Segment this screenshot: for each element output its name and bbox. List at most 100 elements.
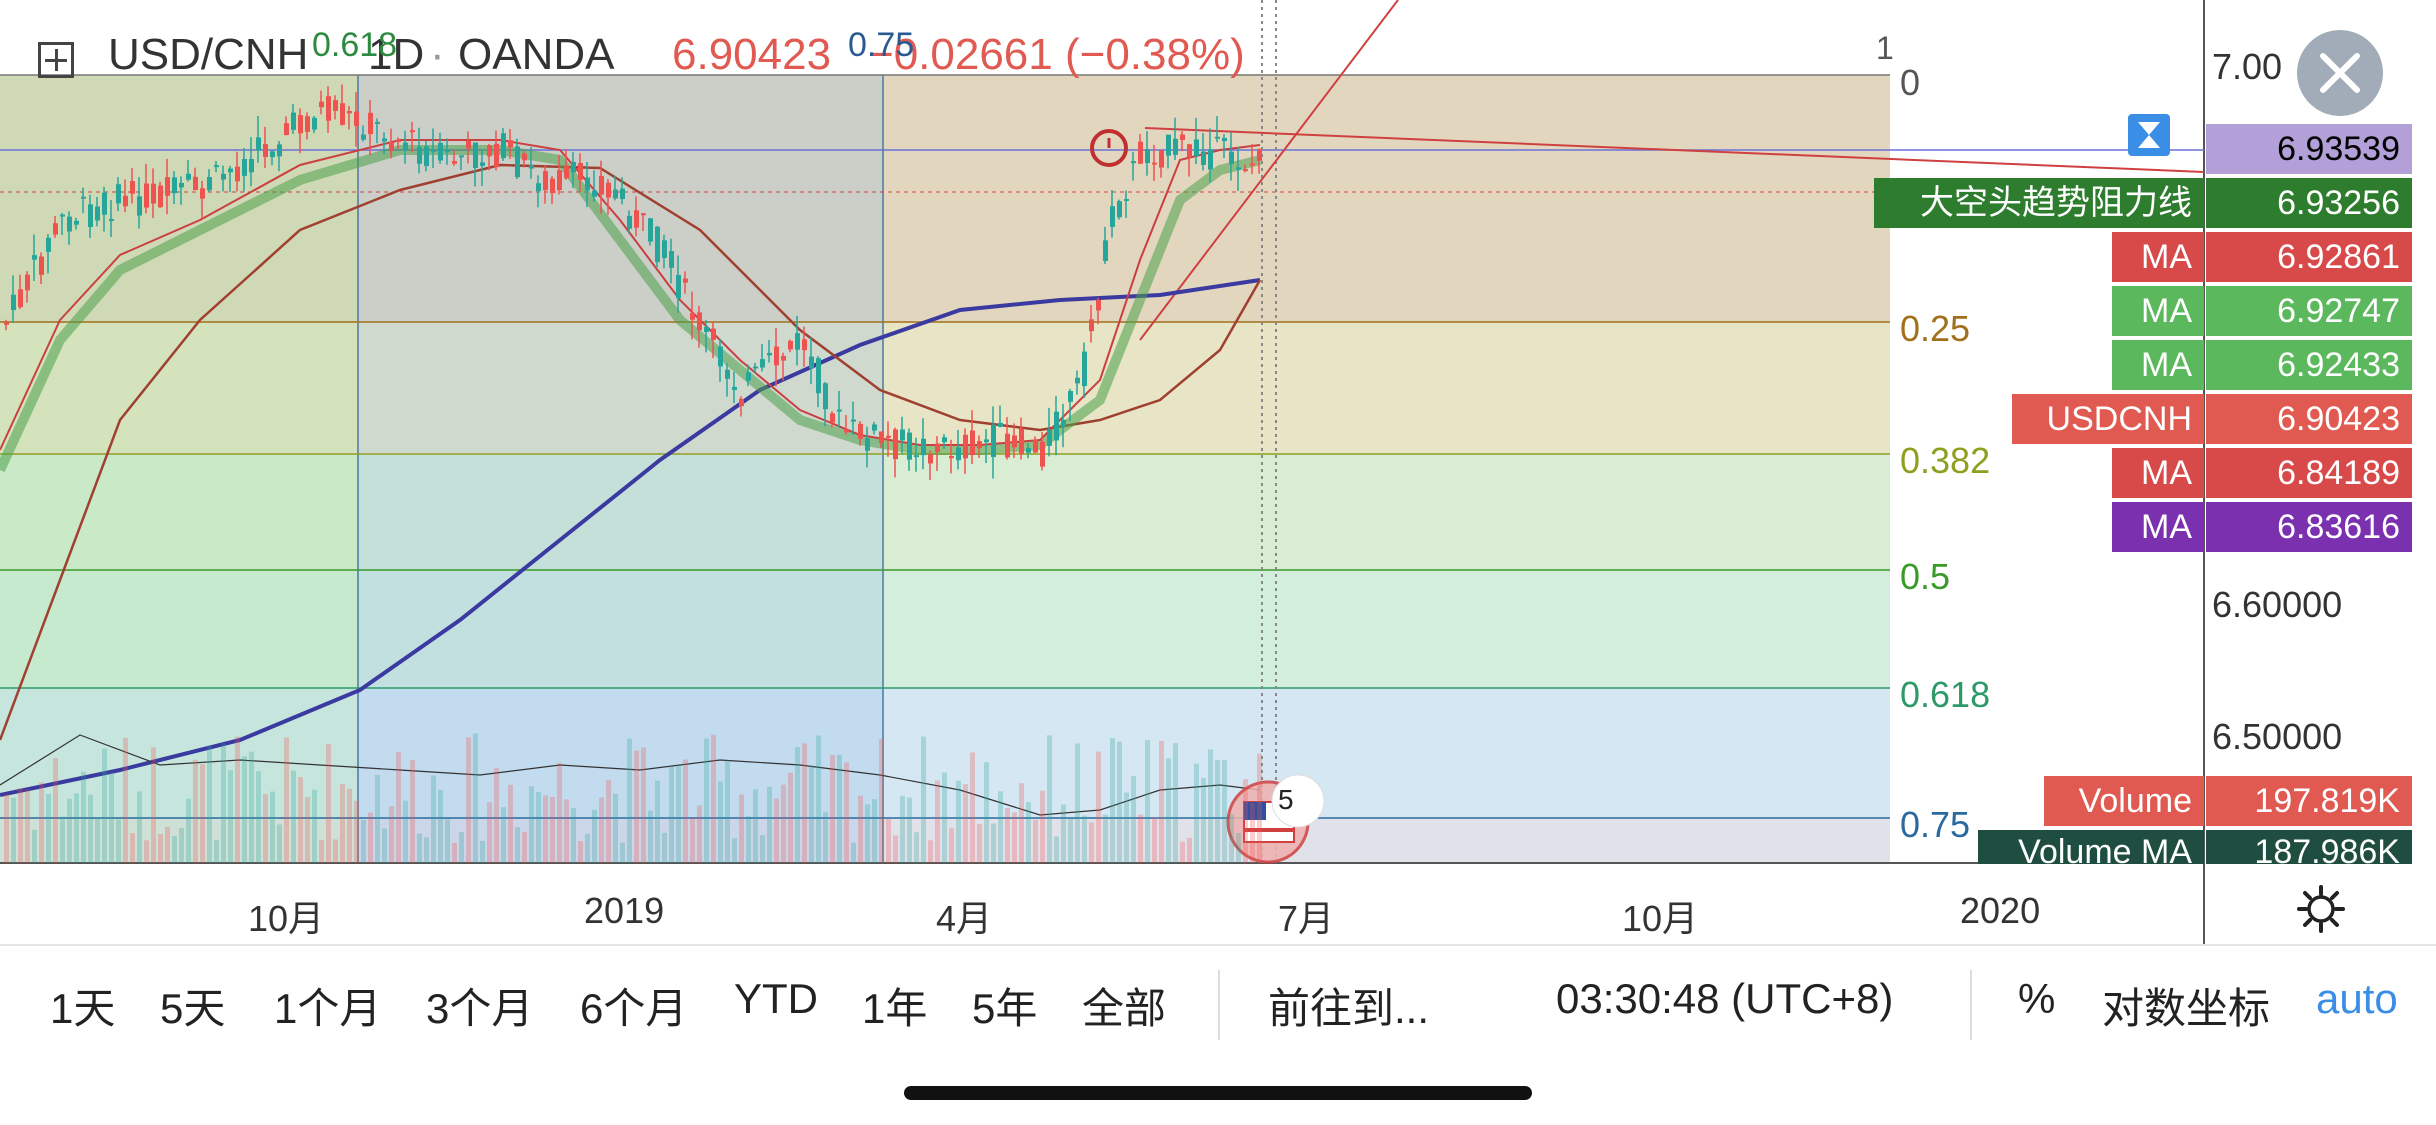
- candle-body: [158, 185, 163, 208]
- volume-bar: [270, 791, 275, 863]
- candle-body: [886, 435, 891, 438]
- candle-body: [410, 130, 415, 133]
- auto-scale-toggle[interactable]: auto: [2316, 975, 2398, 1022]
- time-axis-label: 4月: [936, 898, 993, 939]
- volume-bar: [501, 807, 506, 863]
- time-axis-label: 2020: [1960, 890, 2041, 931]
- volume-bar: [662, 832, 667, 863]
- candle-body: [431, 149, 436, 152]
- candle-body: [172, 177, 177, 194]
- volume-bar: [704, 738, 709, 863]
- candle-body: [480, 162, 485, 166]
- candle-body: [900, 429, 905, 441]
- bottom-toolbar: 1天 5天 1个月 3个月 6个月 YTD 1年 5年 全部 前往到... 03…: [0, 945, 2436, 1055]
- volume-bar: [774, 798, 779, 863]
- interval-label[interactable]: 1D: [368, 30, 425, 79]
- volume-bar: [641, 747, 646, 863]
- range-1m[interactable]: 1个月: [274, 985, 382, 1032]
- candle-body: [683, 278, 688, 283]
- volume-bar: [1187, 837, 1192, 863]
- candle-body: [18, 289, 23, 308]
- volume-bar: [907, 797, 912, 863]
- volume-bar: [186, 798, 191, 863]
- volume-bar: [81, 771, 86, 863]
- volume-bar: [354, 800, 359, 863]
- symbol-name[interactable]: USD/CNH: [108, 30, 309, 79]
- volume-bar: [466, 737, 471, 863]
- range-6m[interactable]: 6个月: [580, 985, 688, 1032]
- candle-body: [473, 142, 478, 168]
- settings-gear-icon[interactable]: [2296, 884, 2346, 934]
- candle-body: [914, 455, 919, 458]
- volume-bar: [1061, 804, 1066, 863]
- add-symbol-icon[interactable]: [38, 42, 74, 78]
- time-axis-divider: [0, 944, 2436, 946]
- candle-body: [1068, 391, 1073, 402]
- candle-body: [123, 195, 128, 207]
- event-count-badge[interactable]: 5: [1278, 784, 1294, 815]
- range-ytd[interactable]: YTD: [734, 975, 818, 1022]
- candle-body: [235, 166, 240, 182]
- percent-toggle[interactable]: %: [2018, 975, 2056, 1022]
- candle-body: [1061, 419, 1066, 428]
- candle-body: [529, 164, 534, 169]
- volume-bar: [543, 795, 548, 863]
- volume-bar: [1173, 743, 1178, 863]
- clock-timezone[interactable]: 03:30:48 (UTC+8): [1556, 975, 1894, 1022]
- candle-body: [298, 115, 303, 134]
- range-5y[interactable]: 5年: [972, 985, 1038, 1032]
- candle-body: [984, 439, 989, 443]
- candle-body: [578, 163, 583, 180]
- range-1d[interactable]: 1天: [50, 985, 116, 1032]
- fib-top-label: 0.75: [848, 26, 915, 64]
- tag-label: MA: [2112, 232, 2204, 282]
- candle-body: [396, 140, 401, 143]
- goto-date-button[interactable]: 前往到...: [1268, 985, 1430, 1032]
- volume-bar: [760, 835, 765, 863]
- candle-body: [851, 419, 856, 422]
- volume-bar: [809, 765, 814, 863]
- candle-body: [697, 312, 702, 331]
- volume-bar: [928, 840, 933, 863]
- range-5d[interactable]: 5天: [160, 985, 226, 1032]
- volume-bar: [921, 736, 926, 863]
- home-indicator: [904, 1086, 1532, 1100]
- candle-body: [1250, 163, 1255, 166]
- volume-bar: [515, 827, 520, 863]
- candle-body: [956, 447, 961, 461]
- candle-body: [95, 206, 100, 221]
- volume-bar: [1208, 749, 1213, 863]
- candle-body: [942, 437, 947, 443]
- range-1y[interactable]: 1年: [862, 985, 928, 1032]
- volume-bar: [116, 819, 121, 863]
- volume-bar: [67, 798, 72, 863]
- volume-bar: [1005, 808, 1010, 863]
- candle-body: [424, 146, 429, 166]
- volume-bar: [39, 782, 44, 863]
- candle-body: [739, 398, 744, 407]
- volume-bar: [669, 766, 674, 863]
- volume-bar: [1075, 743, 1080, 863]
- candle-body: [1201, 151, 1206, 165]
- volume-bar: [389, 806, 394, 863]
- toolbar-divider: [1970, 970, 1972, 1040]
- volume-bar: [1131, 776, 1136, 863]
- volume-bar: [844, 762, 849, 863]
- volume-bar: [1068, 818, 1073, 863]
- candle-body: [32, 255, 37, 260]
- range-3m[interactable]: 3个月: [426, 985, 534, 1032]
- candle-body: [1180, 134, 1185, 140]
- volume-bar: [1159, 740, 1164, 863]
- candle-body: [305, 116, 310, 132]
- range-all[interactable]: 全部: [1082, 985, 1167, 1032]
- volume-bar: [592, 809, 597, 863]
- volume-bar: [648, 810, 653, 863]
- candle-body: [361, 134, 366, 140]
- volume-bar: [781, 784, 786, 863]
- price-chart[interactable]: [0, 0, 2436, 945]
- volume-bar: [620, 842, 625, 863]
- alert-hourglass-icon[interactable]: [2128, 114, 2170, 156]
- volume-bar: [200, 764, 205, 863]
- log-scale-toggle[interactable]: 对数坐标: [2102, 985, 2271, 1032]
- close-button[interactable]: [2297, 30, 2383, 116]
